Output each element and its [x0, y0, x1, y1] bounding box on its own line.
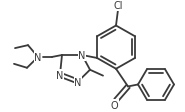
Text: N: N: [34, 53, 42, 62]
Text: N: N: [56, 70, 64, 80]
Text: N: N: [78, 51, 86, 60]
Text: Cl: Cl: [113, 1, 123, 11]
Text: O: O: [110, 100, 118, 110]
Text: N: N: [74, 77, 82, 87]
